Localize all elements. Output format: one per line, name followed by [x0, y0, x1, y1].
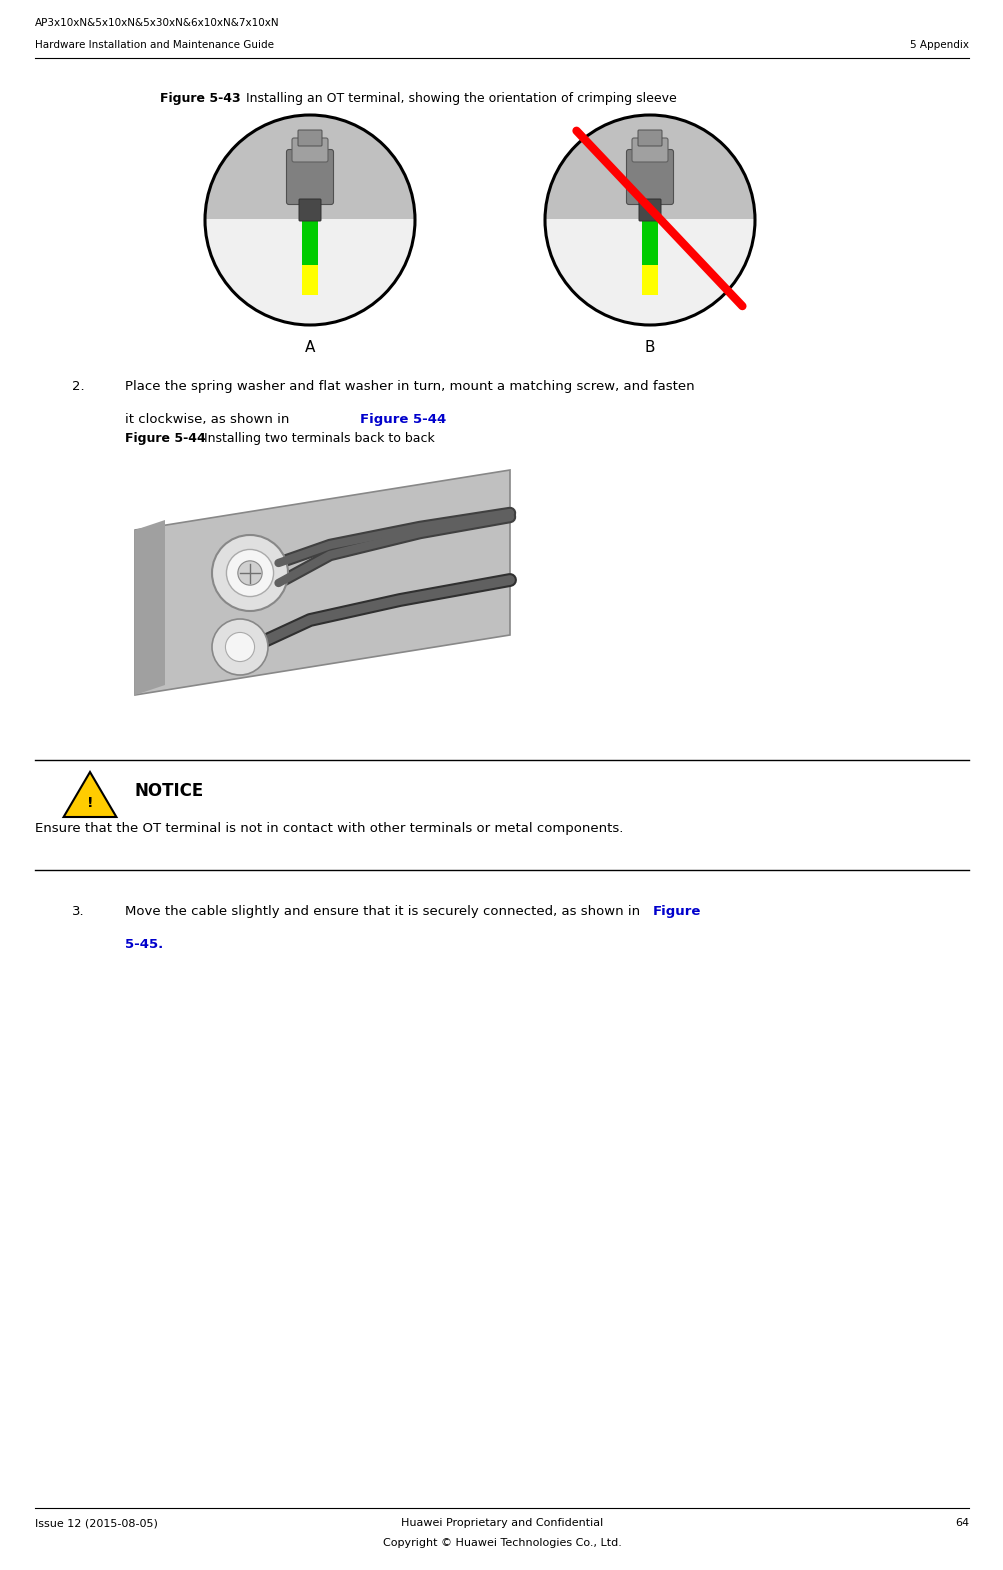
Text: Issue 12 (2015-08-05): Issue 12 (2015-08-05) [35, 1518, 157, 1528]
Text: it clockwise, as shown in: it clockwise, as shown in [125, 413, 293, 425]
Bar [641, 220, 657, 265]
Text: Place the spring washer and flat washer in turn, mount a matching screw, and fas: Place the spring washer and flat washer … [125, 380, 694, 392]
Text: Figure: Figure [652, 904, 701, 918]
FancyBboxPatch shape [637, 130, 661, 146]
Text: Figure 5-43: Figure 5-43 [159, 93, 241, 105]
Circle shape [212, 535, 288, 611]
Text: A: A [305, 341, 315, 355]
Text: Hardware Installation and Maintenance Guide: Hardware Installation and Maintenance Gu… [35, 39, 274, 50]
Text: Ensure that the OT terminal is not in contact with other terminals or metal comp: Ensure that the OT terminal is not in co… [35, 823, 623, 835]
Text: 64: 64 [954, 1518, 968, 1528]
Text: 3.: 3. [72, 904, 84, 918]
Bar [641, 265, 657, 295]
Polygon shape [63, 772, 116, 816]
Polygon shape [134, 520, 164, 696]
Text: 2.: 2. [72, 380, 84, 392]
Text: Copyright © Huawei Technologies Co., Ltd.: Copyright © Huawei Technologies Co., Ltd… [382, 1539, 621, 1548]
FancyBboxPatch shape [298, 130, 322, 146]
Circle shape [227, 550, 273, 597]
FancyBboxPatch shape [626, 149, 673, 204]
Text: Huawei Proprietary and Confidential: Huawei Proprietary and Confidential [400, 1518, 603, 1528]
Text: Move the cable slightly and ensure that it is securely connected, as shown in: Move the cable slightly and ensure that … [125, 904, 644, 918]
Text: Figure 5-44: Figure 5-44 [360, 413, 445, 425]
Bar [302, 265, 318, 295]
Circle shape [212, 619, 268, 675]
Text: NOTICE: NOTICE [134, 782, 204, 801]
Polygon shape [134, 469, 510, 696]
FancyBboxPatch shape [286, 149, 333, 204]
Text: 5 Appendix: 5 Appendix [909, 39, 968, 50]
Text: AP3x10xN&5x10xN&5x30xN&6x10xN&7x10xN: AP3x10xN&5x10xN&5x30xN&6x10xN&7x10xN [35, 17, 280, 28]
Text: !: ! [86, 796, 93, 810]
Text: .: . [437, 413, 441, 425]
Text: Figure 5-44: Figure 5-44 [125, 432, 206, 444]
Polygon shape [545, 115, 754, 220]
FancyBboxPatch shape [631, 138, 667, 162]
FancyBboxPatch shape [299, 199, 321, 221]
Polygon shape [205, 220, 414, 325]
Bar [302, 220, 318, 265]
Text: Installing two terminals back to back: Installing two terminals back to back [200, 432, 434, 444]
FancyBboxPatch shape [638, 199, 660, 221]
Polygon shape [545, 220, 754, 325]
Text: 5-45.: 5-45. [125, 937, 163, 951]
Text: B: B [644, 341, 655, 355]
Text: Installing an OT terminal, showing the orientation of crimping sleeve: Installing an OT terminal, showing the o… [242, 93, 676, 105]
Circle shape [238, 560, 262, 586]
FancyBboxPatch shape [292, 138, 328, 162]
Polygon shape [205, 115, 414, 220]
Circle shape [226, 633, 255, 661]
